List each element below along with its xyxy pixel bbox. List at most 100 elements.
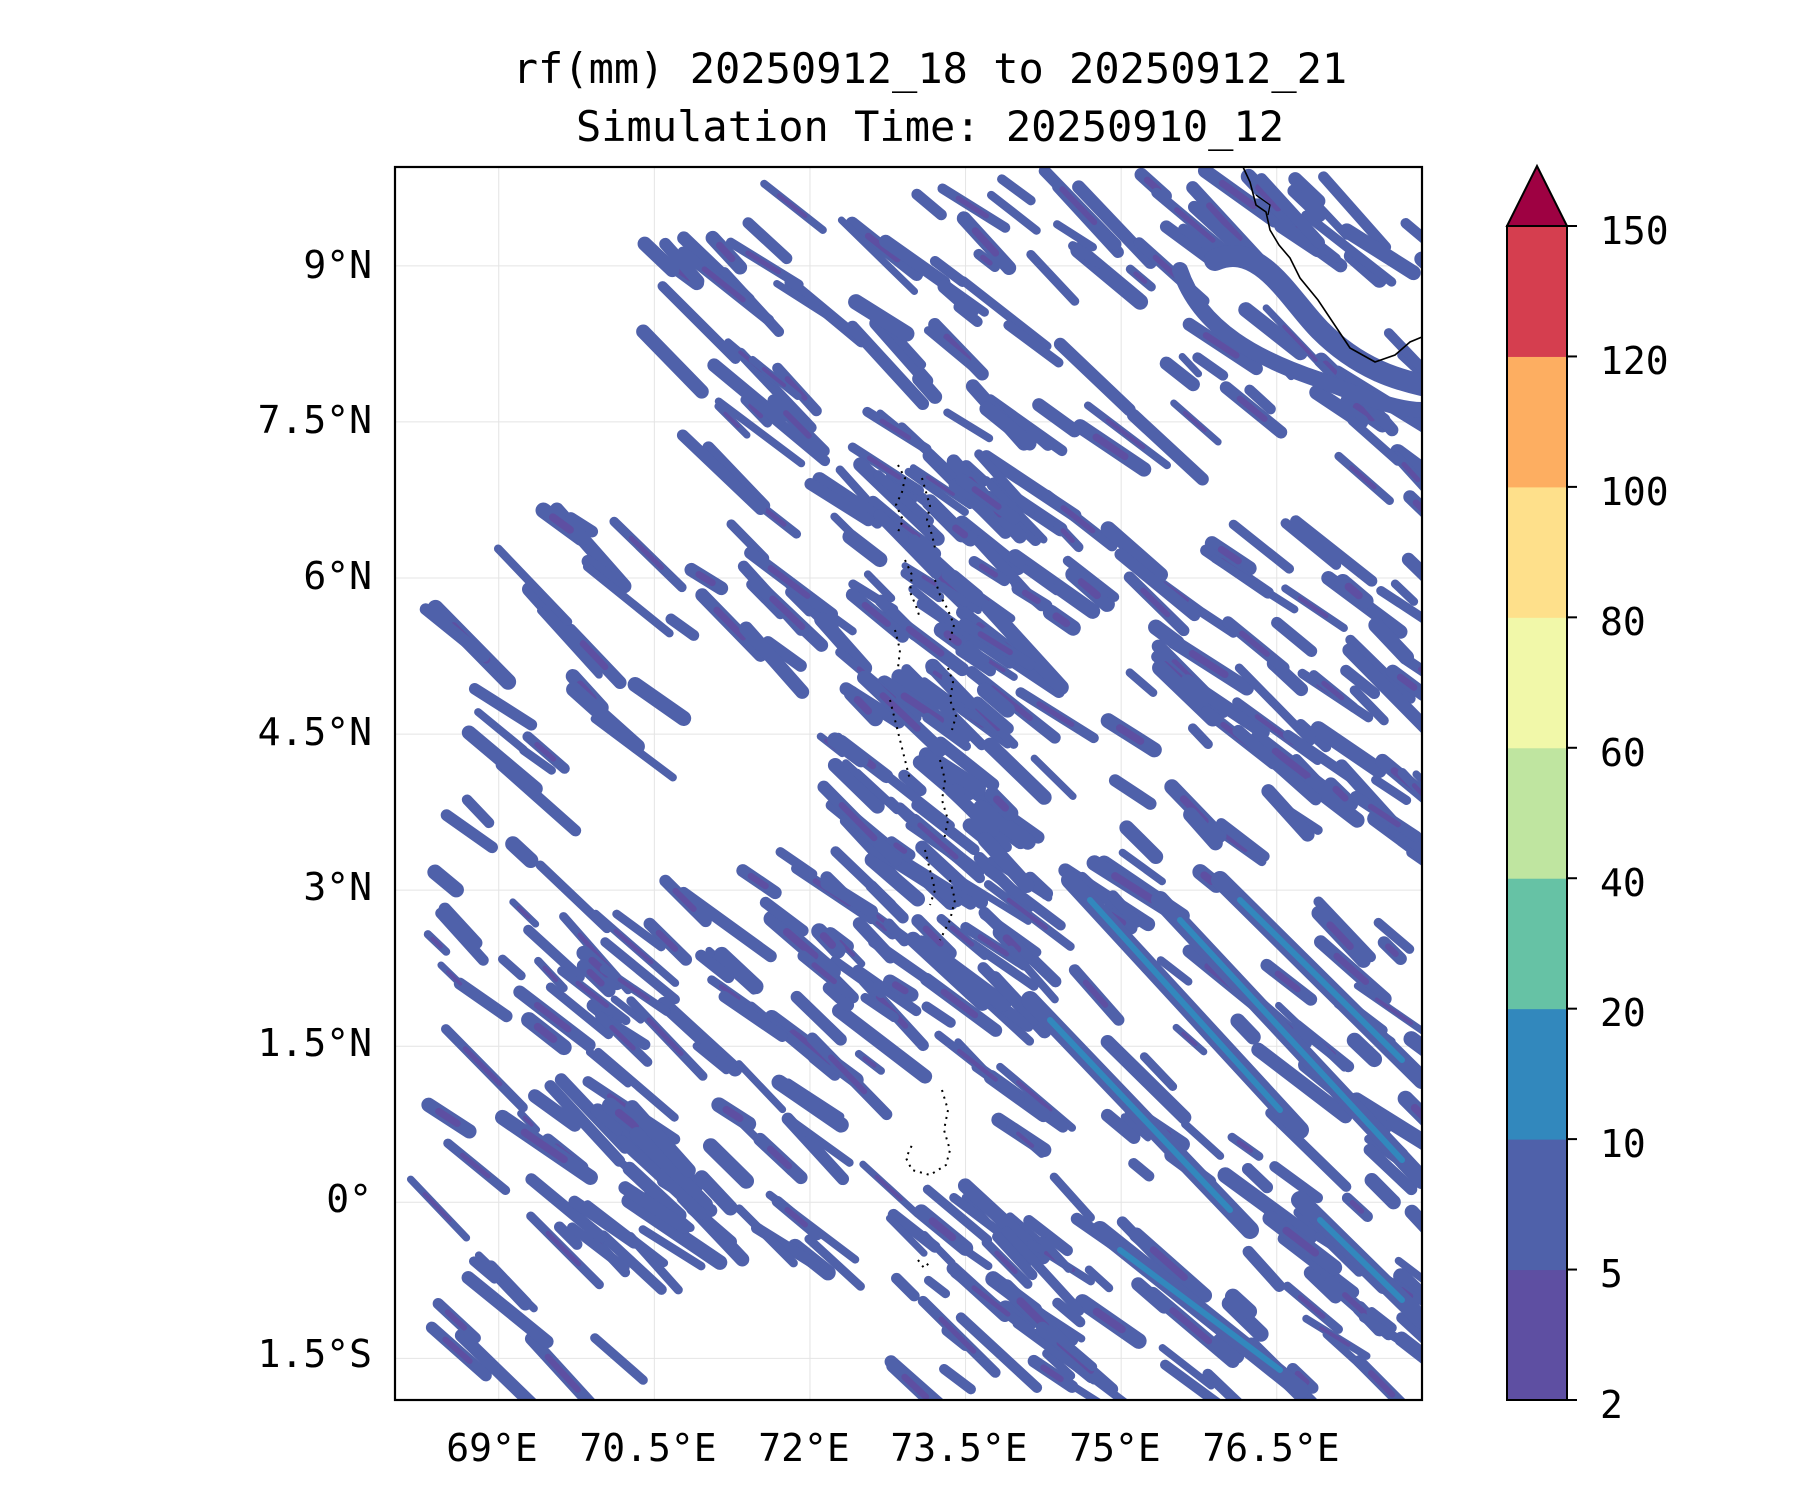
rain-streak-core [1036,701,1075,727]
rain-streak [523,924,585,983]
rain-streak [1049,1172,1095,1222]
rain-streak [771,1074,849,1133]
rain-streak-core [1410,1103,1422,1121]
rain-streak [1345,634,1416,704]
rain-streak [911,799,980,856]
rain-streak [958,276,1052,351]
rain-streak-core [1417,666,1422,674]
rain-streak-core [613,929,654,965]
rain-streak-core [1349,1200,1365,1214]
rain-streak [898,769,927,797]
rain-streak-core [971,1285,1011,1317]
rain-streak-core [1297,596,1329,619]
rain-streak [1401,654,1422,677]
rain-streak-core [955,195,989,219]
rain-streak [841,759,900,814]
rain-streak-core [1433,1055,1472,1084]
rain-streak-core [943,630,962,646]
rain-streak [804,478,875,527]
rain-streak [775,847,818,879]
rain-streak-core [723,411,741,429]
rain-streak [1003,320,1064,368]
rain-streak-core [899,522,921,538]
rain-streak-core [866,455,902,480]
rain-streak [566,681,645,754]
rain-streak [1119,820,1164,865]
rain-streak-core [672,887,697,913]
rain-streak-core [861,601,891,628]
colorbar-frame [1506,225,1568,1401]
colorbar-bin [1507,878,1567,1010]
rain-streak [1280,518,1342,570]
rain-streak-core [1255,183,1282,212]
rain-streak-core [1206,202,1243,242]
rain-streak [493,544,573,627]
rain-streak [787,1116,854,1167]
rain-streak [1242,1245,1286,1292]
rain-streak-core [1239,630,1270,657]
rain-streak-core [516,905,531,920]
rain-streak-core [1428,578,1463,612]
rain-band [1204,245,1422,396]
rain-streak-core [1077,577,1101,600]
rain-streak [544,1080,626,1167]
rain-streak [1001,1226,1085,1316]
rain-streak [1376,585,1422,624]
rain-streak [505,836,539,869]
rain-streak [545,982,614,1040]
rain-streak [1346,1032,1383,1068]
rain-streak [695,949,735,984]
rain-streak [1025,424,1054,451]
rain-streak [440,809,498,854]
rain-streak [972,799,1036,850]
rain-streak [853,457,945,546]
rain-streak [497,954,526,981]
rain-streak [934,736,1000,791]
rain-streak-core [784,376,808,401]
colorbar-tick-label: 5 [1600,1252,1623,1296]
coastline [889,167,1422,1270]
rain-streak [1301,210,1397,287]
rain-streak [1060,1376,1103,1400]
colorbar-tick-label: 10 [1600,1122,1646,1166]
lon-tick-label: 72°E [758,1426,850,1470]
rain-streak-core [1374,997,1414,1026]
rain-streak [714,397,806,468]
rain-streak [1340,664,1381,700]
rain-streak [1412,770,1422,786]
rain-streak [1397,1090,1422,1127]
rain-streak [879,234,951,289]
rain-streak-core [1092,433,1129,461]
rain-streak-core [853,695,873,715]
rain-streak-core [872,917,889,932]
rain-streak-core [980,254,993,266]
title-line-2: Simulation Time: 20250910_12 [575,102,1284,151]
colorbar-tick-label: 100 [1600,470,1669,514]
rain-streak [812,472,887,526]
rain-streak-core [435,1107,461,1127]
rain-streak [948,478,995,521]
rain-streak [891,1272,920,1302]
rain-streak [468,683,538,731]
rain-streak [461,1271,554,1349]
colorbar-bin [1507,747,1567,879]
rain-streak-core [462,1046,503,1087]
rain-streak [923,1275,951,1299]
rain-streak-core [1411,783,1422,798]
rain-streak [863,570,896,603]
rain-streak [1401,552,1422,582]
rain-streak-core [905,625,945,657]
colorbar-bin [1507,226,1567,357]
colorbar-tick-label: 40 [1600,861,1646,905]
rain-streak [537,606,603,679]
rain-streak-core [971,227,1000,257]
rain-band-core [1317,1217,1405,1303]
colorbar-bin [1507,617,1567,749]
rain-streak-core [522,1115,534,1127]
rain-streak-core [520,1128,568,1164]
rain-streak [1295,719,1332,753]
rain-streak [830,512,880,562]
rain-streak [921,1001,956,1028]
rain-streak-core [1021,589,1041,604]
map-title: rf(mm) 20250912_18 to 20250912_21 Simula… [400,40,1460,156]
